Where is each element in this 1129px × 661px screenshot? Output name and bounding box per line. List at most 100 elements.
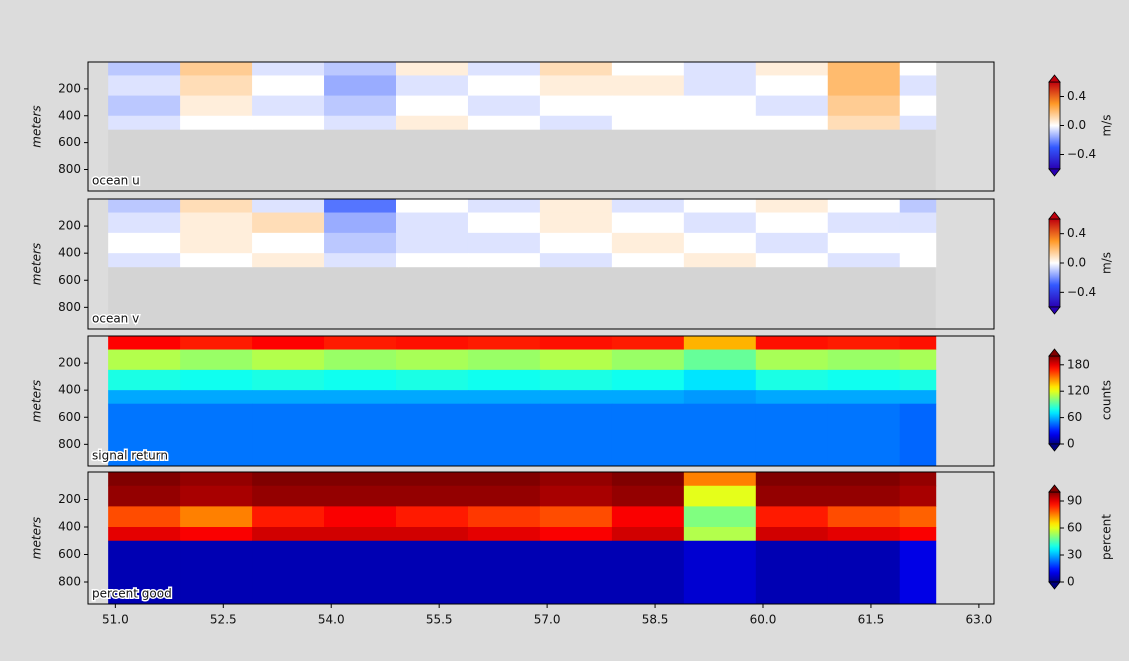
x-tick-label: 61.5 (858, 613, 885, 627)
colorbar-extend-min (1048, 168, 1061, 177)
heatmap-cell (611, 472, 685, 487)
heatmap-cell (755, 232, 829, 254)
y-tick-label: 800 (58, 300, 81, 314)
heatmap-cell (467, 212, 541, 234)
heatmap-cell (467, 95, 541, 117)
heatmap-cell (683, 485, 757, 507)
y-tick-label: 200 (58, 356, 81, 370)
heatmap-cell (611, 75, 685, 97)
heatmap-cell (324, 199, 397, 214)
axes-frame (87, 198, 995, 330)
heatmap-cell (467, 540, 541, 605)
colorbar (1048, 491, 1061, 583)
heatmap-cell (539, 349, 613, 371)
heatmap-cell (683, 403, 757, 467)
heatmap-cell (324, 403, 397, 467)
heatmap-cell (180, 527, 253, 542)
colorbar-tick-label: 0 (1067, 437, 1075, 451)
heatmap-cell (899, 253, 937, 268)
heatmap-cell (324, 253, 397, 268)
heatmap-cell (108, 369, 181, 391)
heatmap-cell (539, 369, 613, 391)
y-tick-label: 600 (58, 135, 81, 149)
heatmap-cell (252, 527, 325, 542)
heatmap-cell (539, 75, 613, 97)
heatmap-cell (180, 199, 253, 214)
colorbar-extend-max (1048, 74, 1061, 83)
heatmap-cell (611, 199, 685, 214)
heatmap-cell (827, 485, 901, 507)
panel-label: ocean u (92, 174, 140, 188)
heatmap-cell (899, 485, 937, 507)
heatmap-cell (611, 369, 685, 391)
heatmap-cell (252, 390, 325, 405)
heatmap-cell (395, 75, 469, 97)
heatmap-cell (611, 485, 685, 507)
y-tick-label: 400 (58, 108, 81, 122)
heatmap-cell (395, 336, 469, 351)
heatmap-cell (683, 336, 757, 351)
heatmap-cell (395, 485, 469, 507)
heatmap-cell (395, 369, 469, 391)
heatmap-cell (467, 349, 541, 371)
colorbar-tick-label: 0.0 (1067, 118, 1086, 132)
heatmap-cell (539, 485, 613, 507)
colorbar-extend-min (1048, 581, 1061, 590)
heatmap-cell (827, 95, 901, 117)
heatmap-cell (252, 472, 325, 487)
heatmap-cell (611, 390, 685, 405)
heatmap-cell (395, 199, 469, 214)
colorbar-label: counts (1100, 380, 1114, 420)
heatmap-cell (539, 403, 613, 467)
heatmap-cell (899, 95, 937, 117)
colorbar-label: m/s (1100, 252, 1114, 274)
heatmap-cell (252, 75, 325, 97)
heatmap-cell (324, 527, 397, 542)
heatmap-cell (899, 336, 937, 351)
heatmap-cell (180, 390, 253, 405)
heatmap-cell (108, 232, 181, 254)
heatmap-cell (467, 62, 541, 76)
heatmap-cell (827, 232, 901, 254)
colorbar-tick-label: 180 (1067, 357, 1090, 371)
x-tick-label: 57.0 (534, 613, 561, 627)
colorbar-extend-max (1048, 211, 1061, 220)
heatmap-cell (395, 115, 469, 130)
colorbar-tick-label: 60 (1067, 521, 1082, 535)
heatmap-cell (180, 485, 253, 507)
heatmap-cell (899, 527, 937, 542)
heatmap-cell (252, 95, 325, 117)
heatmap-cell (755, 485, 829, 507)
heatmap-cell (108, 349, 181, 371)
y-tick-label: 200 (58, 219, 81, 233)
heatmap-cell (108, 506, 181, 528)
heatmap-cell (827, 115, 901, 130)
heatmap-cell (252, 485, 325, 507)
heatmap-cell (899, 62, 937, 76)
y-tick-label: 600 (58, 273, 81, 287)
heatmap-cell (180, 95, 253, 117)
heatmap-cell (108, 390, 181, 405)
heatmap-cell (180, 403, 253, 467)
heatmap-cell (395, 62, 469, 76)
colorbar-label: m/s (1100, 115, 1114, 137)
colorbar-tick-label: 0.4 (1067, 226, 1086, 240)
heatmap-cell (467, 485, 541, 507)
heatmap-cell (252, 336, 325, 351)
y-tick-label: 200 (58, 492, 81, 506)
heatmap-cell (395, 212, 469, 234)
heatmap-cell (539, 62, 613, 76)
heatmap-cell (324, 369, 397, 391)
heatmap-cell (324, 212, 397, 234)
heatmap-cell (108, 472, 181, 487)
heatmap-cell (108, 75, 181, 97)
heatmap-cell (180, 232, 253, 254)
heatmap-cell (827, 199, 901, 214)
heatmap-cell (324, 232, 397, 254)
heatmap-cell (827, 253, 901, 268)
heatmap-cell (324, 472, 397, 487)
heatmap-cell (683, 540, 757, 605)
heatmap-cell (827, 472, 901, 487)
heatmap-cell (899, 390, 937, 405)
heatmap-cell (395, 472, 469, 487)
